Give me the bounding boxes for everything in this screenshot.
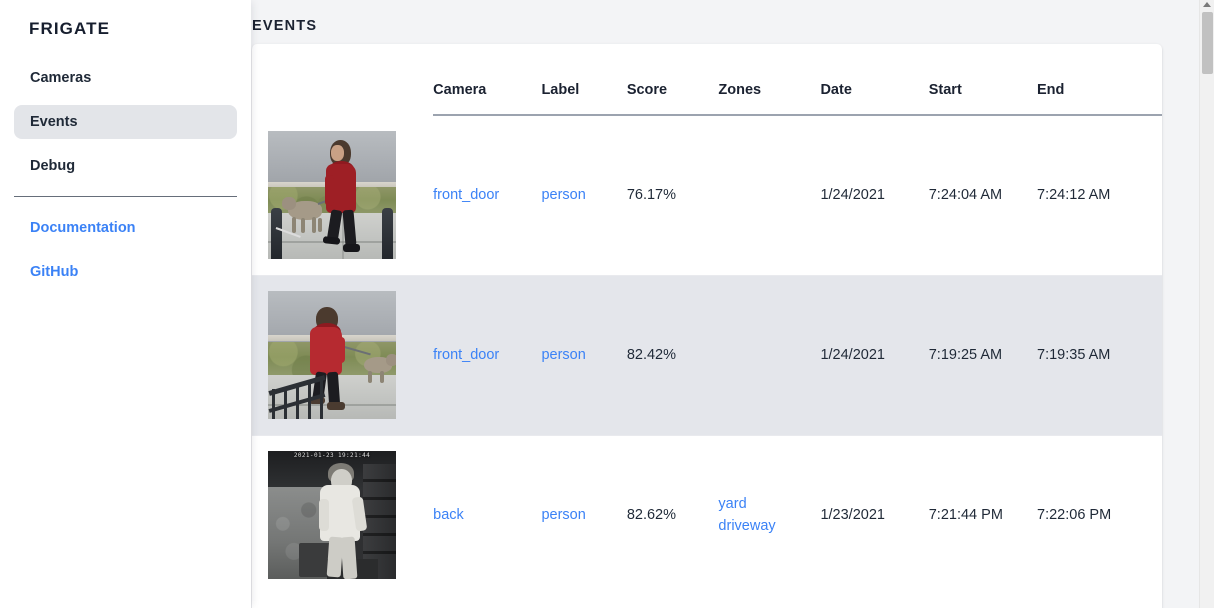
event-label-link[interactable]: person (541, 187, 586, 204)
event-start-value: 7:24:04 AM (928, 187, 1003, 204)
column-header-label[interactable]: Label (541, 44, 627, 116)
thumbnail-wrap (252, 130, 433, 259)
event-label-cell: person (541, 115, 627, 276)
column-header-thumbnail (252, 44, 433, 115)
event-thumbnail-cell (252, 115, 434, 276)
event-thumbnail-cell (252, 275, 434, 436)
sidebar-divider (14, 196, 237, 197)
sidebar-external-links: Documentation GitHub (0, 213, 251, 287)
event-date-value: 1/24/2021 (820, 187, 885, 204)
thumbnail-wrap (252, 291, 433, 419)
event-end-value: 7:22:06 PM (1037, 507, 1112, 524)
event-start-cell: 7:19:25 AM (928, 275, 1038, 436)
event-date-value: 1/23/2021 (820, 507, 885, 524)
events-table-head: Camera Label Score Zones Date Start End (252, 44, 1162, 116)
sidebar-link-github[interactable]: GitHub (30, 264, 79, 280)
event-camera-cell: front_door (433, 275, 542, 436)
event-date-value: 1/24/2021 (820, 347, 885, 363)
event-camera-link[interactable]: front_door (433, 347, 500, 363)
event-end-value: 7:24:12 AM (1037, 187, 1111, 204)
events-table-body: front_door person 76.17% 1/24/2021 (252, 115, 1162, 595)
sidebar-link-documentation[interactable]: Documentation (30, 220, 136, 236)
event-zones-cell (718, 275, 821, 436)
column-header-start[interactable]: Start (928, 44, 1038, 116)
timestamp-overlay: 2021-01-23 19:21:44 (293, 452, 371, 460)
table-row[interactable]: 2021-01-23 19:21:44 back person (252, 435, 1162, 595)
vertical-scrollbar[interactable] (1199, 0, 1214, 608)
sidebar-nav: Cameras Events Debug (0, 61, 251, 183)
event-score-cell: 82.62% (627, 435, 719, 595)
sidebar: FRIGATE Cameras Events Debug Documentati… (0, 0, 251, 608)
scrollbar-thumb[interactable] (1202, 12, 1213, 74)
column-header-end[interactable]: End (1037, 44, 1162, 116)
event-start-cell: 7:24:04 AM (928, 115, 1038, 276)
event-thumbnail-image[interactable] (268, 130, 396, 259)
night-infrared-scene: 2021-01-23 19:21:44 (268, 451, 396, 580)
table-row[interactable]: front_door person 76.17% 1/24/2021 (252, 115, 1162, 276)
event-start-cell: 7:21:44 PM (929, 435, 1037, 595)
events-table: Camera Label Score Zones Date Start End (252, 44, 1162, 595)
app-brand-title: FRIGATE (29, 19, 111, 38)
event-date-cell: 1/24/2021 (820, 275, 929, 436)
event-zone-link[interactable]: driveway (718, 518, 776, 535)
event-end-cell: 7:19:35 AM (1037, 275, 1162, 436)
daytime-sidewalk-scene (268, 291, 396, 419)
event-thumbnail-cell: 2021-01-23 19:21:44 (252, 435, 433, 595)
column-header-zones[interactable]: Zones (718, 44, 821, 116)
event-zone-link[interactable]: yard (718, 495, 747, 512)
table-row[interactable]: front_door person 82.42% 1/24/2021 (252, 275, 1162, 436)
event-camera-cell: back (433, 435, 541, 595)
event-zones-cell: yard driveway (718, 435, 820, 595)
event-score-value: 82.62% (626, 507, 676, 524)
column-header-score[interactable]: Score (626, 44, 719, 116)
event-score-value: 82.42% (626, 347, 676, 363)
event-zones-cell (718, 115, 821, 276)
table-header-row: Camera Label Score Zones Date Start End (252, 44, 1162, 116)
column-header-date[interactable]: Date (820, 44, 929, 116)
event-end-cell: 7:22:06 PM (1037, 435, 1162, 595)
column-header-camera[interactable]: Camera (433, 44, 542, 116)
thumbnail-wrap: 2021-01-23 19:21:44 (252, 451, 433, 580)
sidebar-item-events[interactable]: Events (14, 105, 237, 139)
event-start-value: 7:19:25 AM (928, 347, 1003, 363)
event-score-cell: 76.17% (626, 115, 719, 276)
event-score-cell: 82.42% (626, 275, 719, 436)
event-date-cell: 1/23/2021 (820, 435, 928, 595)
post-icon (271, 207, 282, 259)
event-camera-link[interactable]: front_door (433, 187, 500, 204)
event-label-link[interactable]: person (541, 507, 586, 524)
event-score-value: 76.17% (626, 187, 676, 204)
event-thumbnail-image[interactable] (268, 291, 396, 419)
event-camera-link[interactable]: back (433, 507, 464, 524)
event-camera-cell: front_door (433, 115, 542, 276)
scroll-up-arrow-icon[interactable] (1203, 2, 1211, 7)
event-label-cell: person (541, 275, 627, 436)
event-zones-list: yard driveway (718, 493, 820, 538)
event-date-cell: 1/24/2021 (820, 115, 929, 276)
event-end-value: 7:19:35 AM (1037, 347, 1111, 363)
event-label-cell: person (541, 435, 626, 595)
events-card: Camera Label Score Zones Date Start End (252, 44, 1162, 608)
page-header: EVENTS (251, 0, 1214, 34)
main-content: EVENTS Camera Label Score Zones Date Sta… (251, 0, 1214, 608)
page-title: EVENTS (252, 18, 318, 34)
sidebar-item-cameras[interactable]: Cameras (30, 70, 92, 86)
post-icon (382, 207, 393, 259)
event-thumbnail-image[interactable]: 2021-01-23 19:21:44 (268, 451, 396, 580)
event-label-link[interactable]: person (541, 347, 586, 363)
event-start-value: 7:21:44 PM (928, 507, 1003, 524)
event-end-cell: 7:24:12 AM (1037, 115, 1162, 276)
sidebar-item-debug[interactable]: Debug (30, 158, 76, 174)
daytime-sidewalk-scene (268, 130, 396, 259)
